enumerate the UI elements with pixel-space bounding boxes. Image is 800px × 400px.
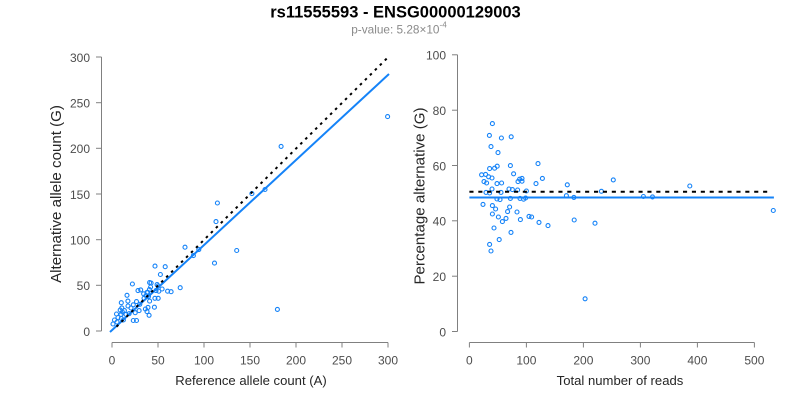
svg-text:500: 500 — [744, 354, 764, 368]
svg-text:100: 100 — [426, 49, 446, 63]
svg-text:50: 50 — [77, 279, 91, 293]
svg-text:50: 50 — [151, 354, 165, 368]
svg-text:p-value: 5.28×10-4: p-value: 5.28×10-4 — [351, 21, 447, 37]
svg-text:Total number of reads: Total number of reads — [557, 373, 684, 388]
svg-text:100: 100 — [194, 354, 214, 368]
svg-text:100: 100 — [516, 354, 536, 368]
svg-text:40: 40 — [433, 215, 447, 229]
svg-text:400: 400 — [687, 354, 707, 368]
svg-text:0: 0 — [109, 354, 116, 368]
svg-text:150: 150 — [240, 354, 260, 368]
svg-text:250: 250 — [70, 97, 90, 111]
svg-text:rs11555593 - ENSG00000129003: rs11555593 - ENSG00000129003 — [270, 4, 520, 22]
svg-text:20: 20 — [433, 270, 447, 284]
svg-text:200: 200 — [286, 354, 306, 368]
svg-text:200: 200 — [573, 354, 593, 368]
svg-text:Alternative allele count (G): Alternative allele count (G) — [48, 105, 65, 283]
svg-text:60: 60 — [433, 159, 447, 173]
svg-text:Reference allele count (A): Reference allele count (A) — [175, 373, 326, 388]
svg-text:Percentage alternative (G): Percentage alternative (G) — [412, 107, 429, 284]
svg-text:0: 0 — [83, 325, 90, 339]
svg-text:250: 250 — [332, 354, 352, 368]
svg-text:0: 0 — [439, 325, 446, 339]
svg-text:200: 200 — [70, 142, 90, 156]
svg-text:0: 0 — [466, 354, 473, 368]
svg-text:300: 300 — [630, 354, 650, 368]
svg-text:150: 150 — [70, 188, 90, 202]
svg-text:80: 80 — [433, 104, 447, 118]
svg-text:300: 300 — [70, 51, 90, 65]
svg-text:300: 300 — [378, 354, 398, 368]
svg-text:100: 100 — [70, 234, 90, 248]
